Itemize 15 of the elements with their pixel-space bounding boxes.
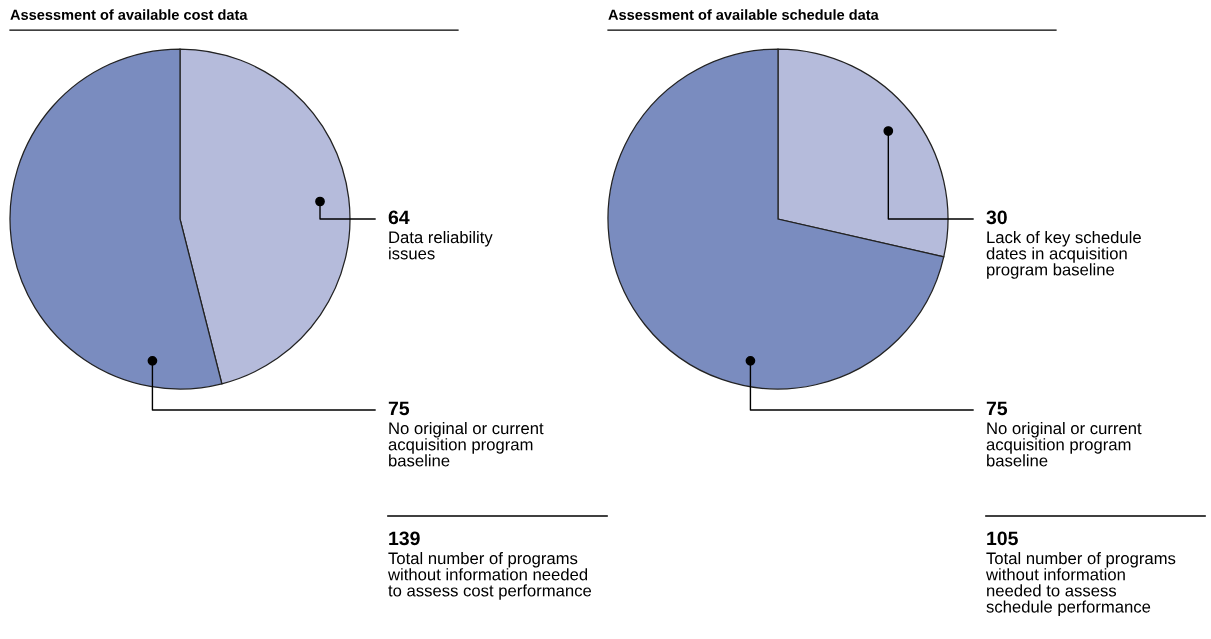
pie-slice [607,48,945,390]
slice-label: Lack of key schedule dates in acquisition program baseline [986,231,1141,279]
data-label: 64 [388,210,410,225]
chart-title: Assessment of available schedule data [608,9,879,20]
text: Total number of programs without information needed to assess cost performance [387,552,592,600]
text: 139 [389,531,420,546]
chart-title: Assessment of available cost data [10,9,248,20]
slice-label: No original or current acquisition program baseline [388,422,544,467]
slice-label: No original or current acquisition program baseline [986,422,1142,467]
slice-label: Data reliability issues [389,231,493,260]
data-label: 75 [986,401,1008,416]
data-label: 30 [986,210,1007,225]
text: 105 [987,531,1018,546]
text: Total number of programs without information needed to assess schedule performance [985,552,1176,616]
data-label: 75 [388,401,410,416]
